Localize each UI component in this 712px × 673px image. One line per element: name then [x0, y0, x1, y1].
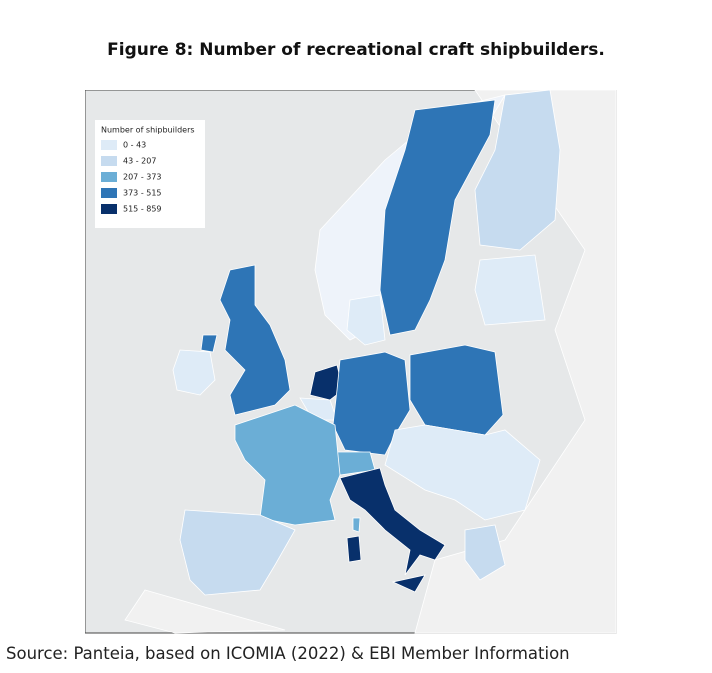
country — [346, 294, 386, 346]
country — [352, 517, 361, 533]
country — [339, 467, 446, 576]
legend-entries: 0 - 43 43 - 207 207 - 373 373 - 515 515 - 85… — [101, 140, 162, 214]
legend-swatch — [101, 172, 117, 182]
country — [474, 254, 546, 326]
figure-title: Figure 8: Number of recreational craft s… — [107, 40, 605, 60]
legend-swatch — [101, 156, 117, 166]
legend-swatch — [101, 204, 117, 214]
legend-title: Number of shipbuilders — [101, 126, 195, 135]
legend-label: 0 - 43 — [123, 141, 146, 150]
country — [179, 509, 296, 596]
country — [474, 90, 561, 251]
map: Number of shipbuilders 0 - 43 43 - 207 207… — [85, 90, 617, 634]
country — [346, 535, 362, 563]
country — [219, 264, 291, 416]
country — [234, 404, 341, 526]
legend-label: 43 - 207 — [123, 157, 156, 166]
country — [332, 351, 411, 456]
country — [172, 349, 216, 396]
legend: Number of shipbuilders 0 - 43 43 - 207 207… — [95, 120, 205, 228]
countries — [124, 90, 617, 634]
legend-label: 207 - 373 — [123, 173, 162, 182]
legend-swatch — [101, 140, 117, 150]
country — [391, 574, 426, 593]
land — [124, 589, 286, 634]
source-note: Source: Panteia, based on ICOMIA (2022) … — [6, 644, 570, 663]
country — [409, 344, 504, 436]
land — [414, 90, 617, 634]
legend-label: 515 - 859 — [123, 205, 162, 214]
country — [379, 99, 496, 336]
country — [464, 524, 506, 581]
legend-label: 373 - 515 — [123, 189, 162, 198]
country — [200, 334, 218, 353]
legend-swatch — [101, 188, 117, 198]
country — [384, 424, 541, 521]
